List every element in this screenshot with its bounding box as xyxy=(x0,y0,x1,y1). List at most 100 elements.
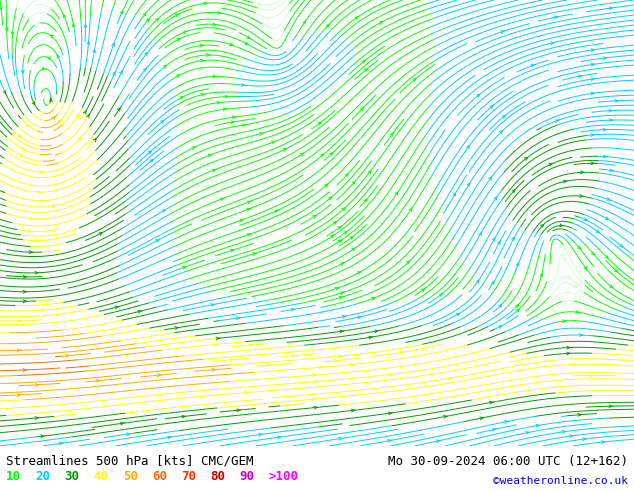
FancyArrowPatch shape xyxy=(18,135,21,137)
FancyArrowPatch shape xyxy=(312,398,316,401)
FancyArrowPatch shape xyxy=(51,35,53,38)
FancyArrowPatch shape xyxy=(339,296,343,299)
FancyArrowPatch shape xyxy=(207,53,210,56)
FancyArrowPatch shape xyxy=(352,248,355,251)
FancyArrowPatch shape xyxy=(60,442,63,445)
FancyArrowPatch shape xyxy=(567,291,571,294)
FancyArrowPatch shape xyxy=(567,275,570,278)
FancyArrowPatch shape xyxy=(247,234,251,236)
FancyArrowPatch shape xyxy=(201,94,205,96)
FancyArrowPatch shape xyxy=(614,269,618,272)
FancyArrowPatch shape xyxy=(360,108,363,111)
FancyArrowPatch shape xyxy=(146,19,149,22)
FancyArrowPatch shape xyxy=(609,405,612,408)
FancyArrowPatch shape xyxy=(247,36,250,39)
FancyArrowPatch shape xyxy=(42,67,45,70)
FancyArrowPatch shape xyxy=(230,249,235,252)
Text: ©weatheronline.co.uk: ©weatheronline.co.uk xyxy=(493,476,628,486)
FancyArrowPatch shape xyxy=(345,174,348,177)
FancyArrowPatch shape xyxy=(350,237,353,239)
FancyArrowPatch shape xyxy=(210,304,215,306)
FancyArrowPatch shape xyxy=(584,267,586,270)
FancyArrowPatch shape xyxy=(340,263,344,265)
FancyArrowPatch shape xyxy=(200,59,204,62)
FancyArrowPatch shape xyxy=(354,17,358,20)
FancyArrowPatch shape xyxy=(609,7,613,10)
FancyArrowPatch shape xyxy=(339,355,342,358)
FancyArrowPatch shape xyxy=(213,75,217,78)
FancyArrowPatch shape xyxy=(52,117,55,120)
FancyArrowPatch shape xyxy=(502,116,505,119)
FancyArrowPatch shape xyxy=(34,239,38,242)
FancyArrowPatch shape xyxy=(555,120,559,122)
FancyArrowPatch shape xyxy=(285,404,289,407)
FancyArrowPatch shape xyxy=(501,31,505,33)
FancyArrowPatch shape xyxy=(331,235,334,238)
FancyArrowPatch shape xyxy=(49,99,52,101)
FancyArrowPatch shape xyxy=(38,21,41,24)
FancyArrowPatch shape xyxy=(318,122,321,125)
FancyArrowPatch shape xyxy=(609,285,612,288)
FancyArrowPatch shape xyxy=(493,238,495,241)
FancyArrowPatch shape xyxy=(328,197,332,200)
FancyArrowPatch shape xyxy=(244,392,248,394)
Text: 60: 60 xyxy=(152,470,167,483)
FancyArrowPatch shape xyxy=(232,116,236,119)
FancyArrowPatch shape xyxy=(422,289,424,292)
FancyArrowPatch shape xyxy=(364,199,366,202)
FancyArrowPatch shape xyxy=(567,352,571,355)
Text: 70: 70 xyxy=(181,470,197,483)
FancyArrowPatch shape xyxy=(569,435,573,438)
FancyArrowPatch shape xyxy=(204,2,207,5)
FancyArrowPatch shape xyxy=(23,291,27,293)
FancyArrowPatch shape xyxy=(607,198,611,200)
FancyArrowPatch shape xyxy=(401,351,404,354)
Text: >100: >100 xyxy=(269,470,299,483)
FancyArrowPatch shape xyxy=(389,412,392,415)
FancyArrowPatch shape xyxy=(480,417,484,419)
FancyArrowPatch shape xyxy=(27,124,30,127)
FancyArrowPatch shape xyxy=(358,272,360,274)
FancyArrowPatch shape xyxy=(583,438,586,441)
FancyArrowPatch shape xyxy=(605,217,608,220)
FancyArrowPatch shape xyxy=(491,281,494,285)
FancyArrowPatch shape xyxy=(406,261,410,264)
FancyArrowPatch shape xyxy=(182,267,186,269)
FancyArrowPatch shape xyxy=(335,288,339,290)
FancyArrowPatch shape xyxy=(271,141,276,144)
FancyArrowPatch shape xyxy=(605,256,608,259)
FancyArrowPatch shape xyxy=(236,317,240,319)
FancyArrowPatch shape xyxy=(436,440,441,442)
FancyArrowPatch shape xyxy=(225,95,229,98)
FancyArrowPatch shape xyxy=(391,133,393,136)
FancyArrowPatch shape xyxy=(63,15,66,18)
FancyArrowPatch shape xyxy=(550,42,554,45)
FancyArrowPatch shape xyxy=(563,258,566,261)
FancyArrowPatch shape xyxy=(37,191,41,194)
FancyArrowPatch shape xyxy=(212,23,216,25)
FancyArrowPatch shape xyxy=(36,384,39,386)
FancyArrowPatch shape xyxy=(578,414,582,416)
FancyArrowPatch shape xyxy=(492,428,496,431)
FancyArrowPatch shape xyxy=(259,433,262,436)
FancyArrowPatch shape xyxy=(216,337,220,340)
FancyArrowPatch shape xyxy=(358,316,361,318)
FancyArrowPatch shape xyxy=(245,42,248,45)
FancyArrowPatch shape xyxy=(352,181,355,185)
FancyArrowPatch shape xyxy=(176,75,179,77)
FancyArrowPatch shape xyxy=(117,108,120,111)
FancyArrowPatch shape xyxy=(143,69,146,72)
FancyArrowPatch shape xyxy=(5,28,8,31)
FancyArrowPatch shape xyxy=(157,374,161,377)
FancyArrowPatch shape xyxy=(489,177,491,180)
FancyArrowPatch shape xyxy=(449,377,453,380)
FancyArrowPatch shape xyxy=(72,24,75,27)
FancyArrowPatch shape xyxy=(35,416,39,419)
FancyArrowPatch shape xyxy=(325,184,328,187)
FancyArrowPatch shape xyxy=(131,411,134,414)
FancyArrowPatch shape xyxy=(541,224,543,227)
FancyArrowPatch shape xyxy=(334,347,338,349)
FancyArrowPatch shape xyxy=(278,436,281,439)
FancyArrowPatch shape xyxy=(86,115,89,118)
FancyArrowPatch shape xyxy=(564,247,566,250)
